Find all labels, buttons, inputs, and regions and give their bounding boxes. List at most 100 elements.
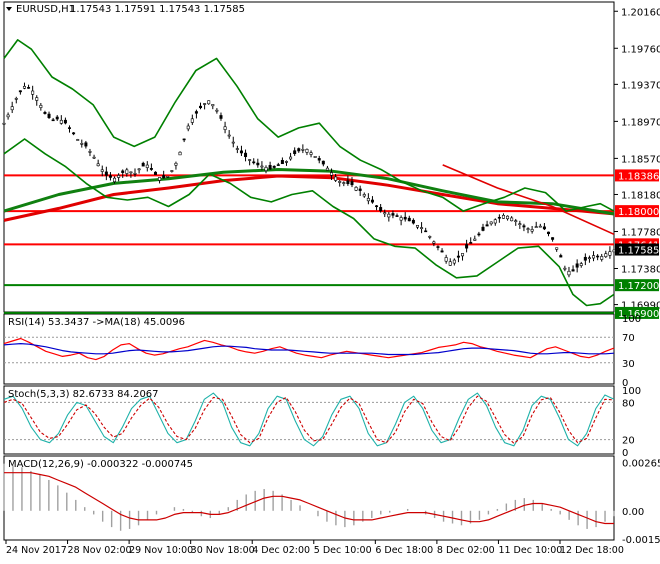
candle-body — [563, 267, 567, 270]
candle-body — [59, 119, 63, 124]
level-label-1.17200: 1.17200 — [618, 281, 659, 292]
candle-body — [395, 215, 399, 217]
candle-body — [538, 225, 542, 228]
candle-body — [297, 148, 301, 152]
candle-body — [268, 165, 272, 170]
panel-frame-2 — [3, 385, 615, 455]
rsi-ma-line — [3, 343, 615, 356]
candle-body — [182, 138, 186, 141]
ma-green-line — [3, 168, 615, 216]
candle-body — [534, 226, 538, 228]
candle-body — [100, 169, 104, 172]
candle-body — [330, 172, 334, 176]
symbol-label: EURUSD,H1 — [16, 4, 75, 15]
candle-body — [440, 250, 444, 253]
price-tick-label: 1.16990 — [621, 301, 660, 312]
stoch-title: Stoch(5,3,3) 82.6733 84.2067 — [8, 389, 159, 400]
candle-body — [162, 175, 166, 179]
candle-body — [117, 175, 121, 178]
candle-body — [587, 257, 591, 260]
candle-body — [596, 255, 600, 258]
candle-body — [485, 224, 489, 227]
time-label: 24 Nov 2017 — [6, 545, 67, 556]
candle-body — [207, 100, 211, 105]
candle-body — [248, 159, 252, 161]
ma-red-line — [3, 174, 615, 222]
candle-body — [526, 228, 530, 230]
candle-body — [501, 215, 505, 219]
candle-body — [379, 207, 383, 212]
candle-body — [321, 160, 325, 165]
candle-body — [428, 236, 432, 238]
candle-body — [575, 263, 579, 268]
stoch-tick-label: 100 — [622, 386, 641, 397]
price-tick-label: 1.19760 — [621, 44, 660, 55]
rsi-line — [3, 337, 615, 361]
bollinger-lower-line — [3, 138, 615, 307]
candle-body — [375, 205, 379, 208]
candle-body — [489, 221, 493, 225]
price-tick-label: 1.19370 — [621, 80, 660, 91]
stoch-main-line — [3, 392, 615, 447]
level-tag-1.16900 — [615, 306, 659, 319]
candle-body — [600, 256, 604, 260]
bollinger-upper-line — [3, 39, 615, 212]
candle-body — [411, 219, 415, 224]
candle-body — [342, 182, 346, 184]
macd-tick-label: 0.00 — [622, 507, 644, 518]
candle-body — [301, 149, 305, 151]
candle-body — [481, 226, 485, 231]
candle-body — [567, 270, 571, 276]
candle-body — [436, 246, 440, 248]
candle-body — [63, 119, 67, 124]
candle-body — [199, 105, 203, 109]
candle-body — [137, 168, 141, 171]
time-label: 8 Dec 02:00 — [437, 545, 495, 556]
candle-body — [317, 158, 321, 161]
time-label: 5 Dec 10:00 — [314, 545, 372, 556]
rsi-tick-label: 30 — [622, 359, 635, 370]
candle-body — [88, 151, 92, 153]
candle-body — [35, 97, 39, 101]
candle-body — [252, 161, 256, 164]
candle-body — [366, 197, 370, 202]
candle-body — [145, 164, 149, 168]
candle-body — [518, 223, 522, 225]
candle-body — [383, 212, 387, 215]
candle-body — [477, 233, 481, 236]
price-tick-label: 1.17780 — [621, 227, 660, 238]
price-tick-label: 1.18180 — [621, 190, 660, 201]
macd-title: MACD(12,26,9) -0.000322 -0.000745 — [8, 459, 193, 470]
candle-body — [407, 217, 411, 222]
candle-body — [465, 244, 469, 249]
candle-body — [608, 251, 612, 256]
candle-body — [51, 119, 55, 122]
candle-body — [420, 227, 424, 229]
candle-body — [129, 171, 133, 174]
level-label-1.18386: 1.18386 — [618, 171, 659, 182]
candle-body — [370, 199, 374, 203]
candle-body — [72, 132, 76, 135]
candle-body — [559, 255, 563, 258]
candle-body — [358, 188, 362, 191]
level-tag-1.18000 — [615, 205, 659, 218]
candle-body — [461, 253, 465, 257]
candle-body — [604, 253, 608, 258]
candle-body — [350, 181, 354, 186]
rsi-title: RSI(14) 53.3437 ->MA(18) 45.0096 — [8, 317, 185, 328]
candle-body — [403, 216, 407, 220]
candle-body — [47, 113, 51, 118]
candle-body — [456, 255, 460, 258]
candle-body — [473, 238, 477, 241]
candle-body — [551, 237, 555, 240]
candle-body — [244, 152, 248, 158]
rsi-tick-label: 0 — [622, 378, 628, 389]
candle-body — [276, 164, 280, 166]
candle-body — [31, 90, 35, 95]
candle-body — [444, 257, 448, 262]
candle-body — [108, 175, 112, 178]
candle-body — [260, 165, 264, 168]
level-tag-1.17200 — [615, 279, 659, 292]
candle-body — [313, 156, 317, 158]
